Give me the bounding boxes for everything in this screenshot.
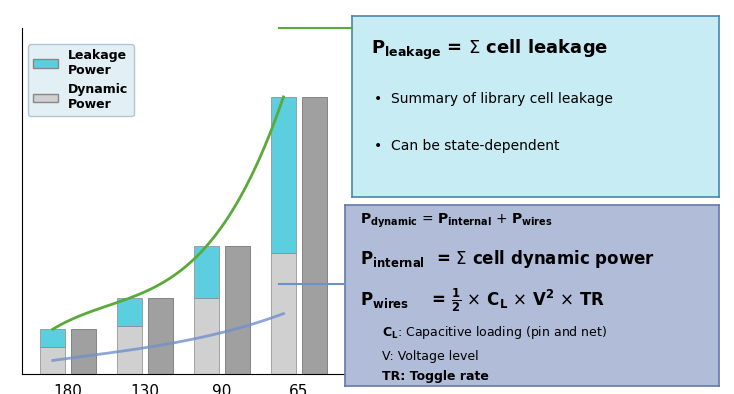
Bar [271, 97, 296, 253]
Bar [71, 329, 96, 374]
Bar [271, 253, 296, 374]
Legend: Leakage
Power, Dynamic
Power: Leakage Power, Dynamic Power [29, 44, 134, 117]
Bar [195, 298, 219, 374]
Bar [117, 298, 142, 326]
Bar [148, 298, 172, 374]
Bar [195, 246, 219, 298]
Bar [302, 97, 327, 374]
Text: •  Can be state-dependent: • Can be state-dependent [374, 139, 560, 153]
Bar [225, 246, 250, 374]
Bar [40, 347, 65, 374]
Text: TR: Toggle rate: TR: Toggle rate [382, 370, 490, 383]
Text: $\mathbf{P_{wires}}$    = $\mathbf{\frac{1}{2}}$ $\times$ $\mathbf{C_L}$ $\times: $\mathbf{P_{wires}}$ = $\mathbf{\frac{1}… [360, 286, 606, 314]
Text: $\mathbf{P_{internal}}$  = $\Sigma$ cell dynamic power: $\mathbf{P_{internal}}$ = $\Sigma$ cell … [360, 248, 655, 270]
Text: •  Summary of library cell leakage: • Summary of library cell leakage [374, 92, 613, 106]
Bar [40, 329, 65, 347]
Text: V: Voltage level: V: Voltage level [382, 350, 479, 363]
Text: $\mathbf{C_L}$: Capacitive loading (pin and net): $\mathbf{C_L}$: Capacitive loading (pin … [382, 325, 608, 342]
Text: $\mathbf{P_{leakage}}$ = $\Sigma$ cell leakage: $\mathbf{P_{leakage}}$ = $\Sigma$ cell l… [371, 37, 608, 62]
Text: $\mathbf{P_{dynamic}}$ = $\mathbf{P_{internal}}$ + $\mathbf{P_{wires}}$: $\mathbf{P_{dynamic}}$ = $\mathbf{P_{int… [360, 212, 553, 230]
Bar [117, 326, 142, 374]
